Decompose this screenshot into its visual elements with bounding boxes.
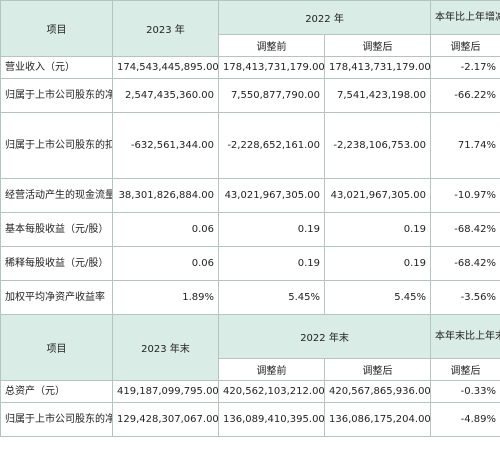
table-row: 加权平均净资产收益率 1.89% 5.45% 5.45% -3.56%	[0, 280, 500, 315]
cell-2022-after: 5.45%	[323, 280, 432, 315]
table2-header-row: 项目 2023 年末 2022 年末 本年末比上年末增减	[0, 314, 500, 381]
cell-2022-before: -2,228,652,161.00	[218, 112, 325, 179]
header-year-2023: 2023 年	[112, 0, 219, 57]
header-item: 项目	[0, 0, 113, 57]
row-label: 归属于上市公司股东的扣除非经常性损益的净利润（元）	[0, 112, 113, 179]
cell-2023: 129,428,307,067.00	[112, 402, 219, 437]
cell-2022-after: 178,413,731,179.00	[323, 56, 432, 79]
table-row: 归属于上市公司股东的扣除非经常性损益的净利润（元） -632,561,344.0…	[0, 112, 500, 179]
subheader-before-adjustment: 调整前	[218, 358, 325, 381]
subheader-change-adjusted: 调整后	[430, 34, 500, 57]
table-row: 归属于上市公司股东的净资产（元） 129,428,307,067.00 136,…	[0, 402, 500, 437]
header-change: 本年比上年增减	[430, 0, 500, 35]
cell-2022-before: 420,562,103,212.00	[218, 380, 325, 403]
subheader-before-adjustment: 调整前	[218, 34, 325, 57]
cell-2022-after: 43,021,967,305.00	[323, 178, 432, 213]
financial-data-table: 项目 2023 年 2022 年 本年比上年增减 调整前 调整后 调整后 营业收…	[0, 0, 500, 437]
cell-2022-after: 0.19	[323, 212, 432, 247]
cell-2022-after: -2,238,106,753.00	[323, 112, 432, 179]
cell-change: -0.33%	[430, 380, 500, 403]
cell-2022-after: 0.19	[323, 246, 432, 281]
cell-2022-before: 136,089,410,395.00	[218, 402, 325, 437]
row-label: 归属于上市公司股东的净资产（元）	[0, 402, 113, 437]
row-label: 加权平均净资产收益率	[0, 280, 113, 315]
cell-change: -66.22%	[430, 78, 500, 113]
cell-change: -68.42%	[430, 246, 500, 281]
cell-2023: -632,561,344.00	[112, 112, 219, 179]
cell-change: -4.89%	[430, 402, 500, 437]
cell-2022-after: 136,086,175,204.00	[323, 402, 432, 437]
cell-2023: 2,547,435,360.00	[112, 78, 219, 113]
cell-2022-before: 0.19	[218, 246, 325, 281]
row-label: 稀释每股收益（元/股）	[0, 246, 113, 281]
row-label: 基本每股收益（元/股）	[0, 212, 113, 247]
cell-2023: 0.06	[112, 212, 219, 247]
cell-2022-before: 5.45%	[218, 280, 325, 315]
cell-change: -68.42%	[430, 212, 500, 247]
cell-2023: 419,187,099,795.00	[112, 380, 219, 403]
cell-2022-after: 7,541,423,198.00	[323, 78, 432, 113]
cell-2022-before: 7,550,877,790.00	[218, 78, 325, 113]
header-year-end-2023: 2023 年末	[112, 314, 219, 381]
subheader-after-adjustment: 调整后	[323, 358, 432, 381]
table1-header-row: 项目 2023 年 2022 年 本年比上年增减	[0, 0, 500, 57]
cell-2022-after: 420,567,865,936.00	[323, 380, 432, 403]
row-label: 营业收入（元）	[0, 56, 113, 79]
cell-2022-before: 0.19	[218, 212, 325, 247]
table-row: 归属于上市公司股东的净利润（元） 2,547,435,360.00 7,550,…	[0, 78, 500, 113]
table-row: 营业收入（元） 174,543,445,895.00 178,413,731,1…	[0, 56, 500, 79]
header-year-2022: 2022 年	[217, 0, 432, 35]
cell-2022-before: 178,413,731,179.00	[218, 56, 325, 79]
cell-change: 71.74%	[430, 112, 500, 179]
header-change: 本年末比上年末增减	[430, 314, 500, 359]
cell-change: -10.97%	[430, 178, 500, 213]
table-row: 基本每股收益（元/股） 0.06 0.19 0.19 -68.42%	[0, 212, 500, 247]
table-row: 稀释每股收益（元/股） 0.06 0.19 0.19 -68.42%	[0, 246, 500, 281]
cell-change: -3.56%	[430, 280, 500, 315]
cell-2023: 0.06	[112, 246, 219, 281]
table-row: 总资产（元） 419,187,099,795.00 420,562,103,21…	[0, 380, 500, 403]
subheader-after-adjustment: 调整后	[323, 34, 432, 57]
row-label: 经营活动产生的现金流量净额（元）	[0, 178, 113, 213]
cell-2023: 38,301,826,884.00	[112, 178, 219, 213]
cell-change: -2.17%	[430, 56, 500, 79]
subheader-change-adjusted: 调整后	[430, 358, 500, 381]
header-item: 项目	[0, 314, 113, 381]
cell-2022-before: 43,021,967,305.00	[218, 178, 325, 213]
header-year-end-2022: 2022 年末	[217, 314, 432, 359]
row-label: 归属于上市公司股东的净利润（元）	[0, 78, 113, 113]
table-row: 经营活动产生的现金流量净额（元） 38,301,826,884.00 43,02…	[0, 178, 500, 213]
table1-subheader-row: 调整前 调整后 调整后	[1, 34, 500, 57]
cell-2023: 1.89%	[112, 280, 219, 315]
cell-2023: 174,543,445,895.00	[112, 56, 219, 79]
row-label: 总资产（元）	[0, 380, 113, 403]
